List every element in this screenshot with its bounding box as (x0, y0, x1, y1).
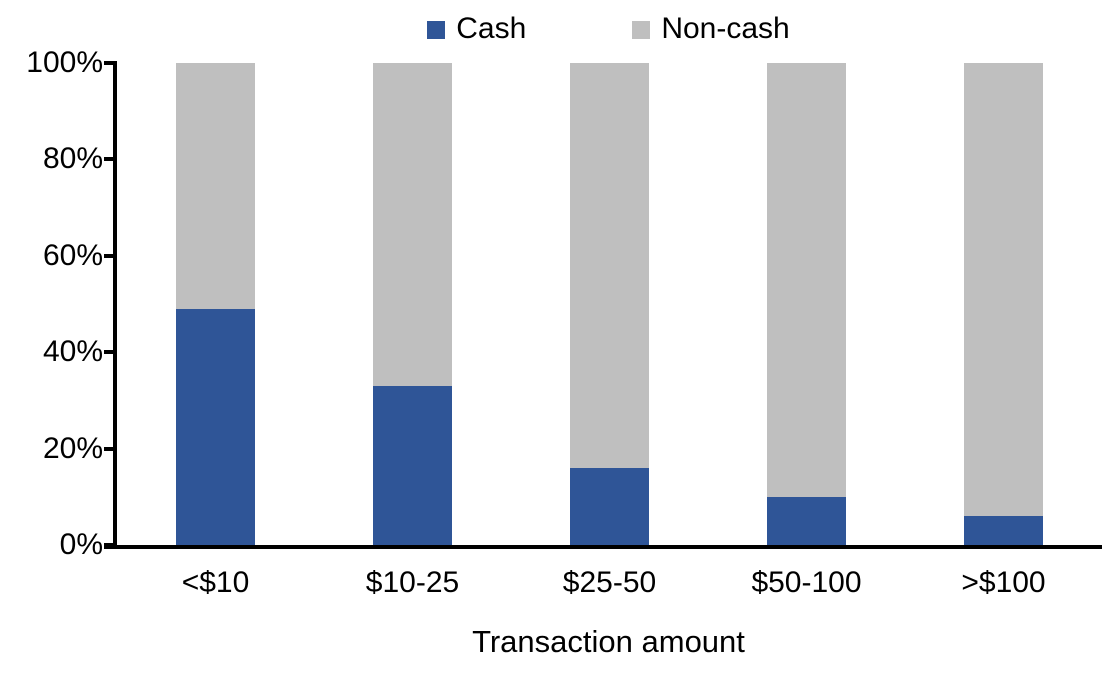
y-tick-mark (104, 157, 114, 162)
bar-segment-non-cash (570, 63, 649, 468)
x-axis-category-labels: <$10 $10-25 $25-50 $50-100 >$100 (117, 566, 1102, 600)
y-axis-tick-labels: 0% 20% 40% 60% 80% 100% (0, 0, 103, 673)
y-tick-label: 80% (42, 142, 103, 176)
bar-segment-cash (373, 385, 452, 545)
bar-segment-cash (570, 467, 649, 545)
y-tick-label: 0% (59, 528, 103, 561)
bar-slot-5 (905, 63, 1102, 545)
y-tick-mark (104, 543, 114, 547)
plot-area (117, 63, 1102, 545)
chart-legend: Cash Non-cash (115, 8, 1102, 50)
x-category-label: $10-25 (365, 566, 460, 599)
bar-segment-cash (964, 516, 1043, 545)
y-tick-label: 20% (42, 431, 103, 465)
stacked-bar (373, 63, 452, 545)
x-category-label: $25-50 (562, 566, 657, 599)
y-tick-mark (104, 446, 114, 451)
stacked-bar (176, 63, 255, 545)
bar-segment-cash (767, 496, 846, 545)
legend-swatch-icon (632, 21, 651, 39)
x-category-label: >$100 (961, 566, 1046, 599)
x-category-label: $50-100 (751, 566, 862, 599)
legend-item-cash: Cash (427, 14, 526, 44)
stacked-bar (964, 63, 1043, 545)
bar-segment-non-cash (373, 63, 452, 386)
y-tick-mark (104, 61, 114, 65)
y-tick-label: 40% (42, 335, 103, 369)
y-axis-line (113, 61, 117, 547)
bar-segment-non-cash (176, 63, 255, 309)
bar-slot-2 (314, 63, 511, 545)
y-tick-label: 60% (42, 238, 103, 272)
legend-label: Non-cash (661, 12, 790, 45)
x-category-label: <$10 (181, 566, 250, 599)
stacked-bar (570, 63, 649, 545)
legend-swatch-icon (427, 21, 446, 39)
y-tick-mark (104, 253, 114, 258)
bar-segment-non-cash (767, 63, 846, 497)
bar-segment-cash (176, 308, 255, 545)
bar-segment-non-cash (964, 63, 1043, 517)
y-tick-label: 100% (26, 46, 103, 79)
legend-label: Cash (456, 12, 527, 45)
bar-slot-4 (708, 63, 905, 545)
x-axis-line (104, 545, 1102, 549)
stacked-bar (767, 63, 846, 545)
legend-item-non-cash: Non-cash (632, 12, 790, 45)
x-axis-title: Transaction amount (472, 624, 745, 659)
bar-slot-3 (511, 63, 708, 545)
y-tick-mark (104, 350, 114, 355)
bar-slot-1 (117, 63, 314, 545)
